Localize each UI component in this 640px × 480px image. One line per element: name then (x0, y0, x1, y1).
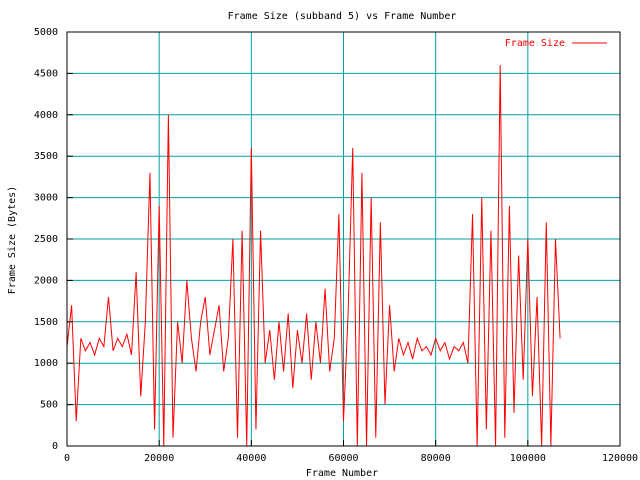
y-tick-label: 5000 (34, 27, 58, 38)
x-tick-label: 120000 (602, 453, 638, 464)
x-tick-label: 100000 (510, 453, 546, 464)
x-tick-label: 40000 (236, 453, 266, 464)
y-tick-label: 2000 (34, 275, 58, 286)
x-tick-label: 20000 (144, 453, 174, 464)
y-tick-label: 1000 (34, 358, 58, 369)
chart-title: Frame Size (subband 5) vs Frame Number (228, 11, 457, 22)
x-axis-label: Frame Number (306, 468, 378, 479)
x-tick-label: 0 (64, 453, 70, 464)
y-tick-label: 1500 (34, 317, 58, 328)
y-tick-label: 4500 (34, 68, 58, 79)
y-tick-label: 3000 (34, 193, 58, 204)
plot-frame (66, 31, 621, 447)
y-tick-label: 3500 (34, 151, 58, 162)
x-tick-label: 60000 (328, 453, 358, 464)
y-tick-label: 4000 (34, 110, 58, 121)
legend-label: Frame Size (505, 38, 565, 49)
y-tick-label: 0 (52, 441, 58, 452)
y-axis-label: Frame Size (Bytes) (7, 186, 18, 294)
data-line (66, 65, 561, 447)
x-tick-label: 80000 (421, 453, 451, 464)
y-tick-label: 2500 (34, 234, 58, 245)
y-tick-label: 500 (40, 400, 58, 411)
